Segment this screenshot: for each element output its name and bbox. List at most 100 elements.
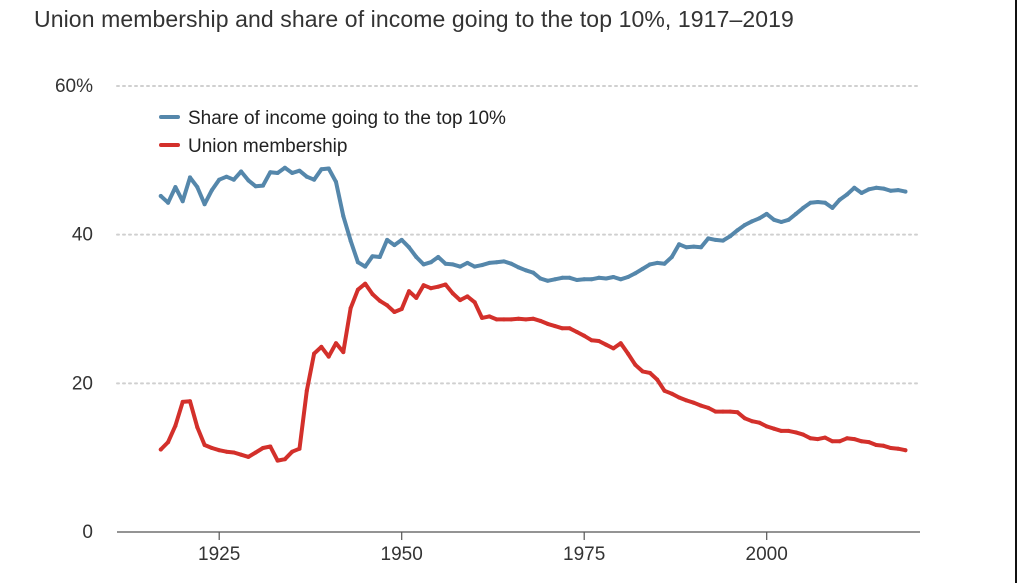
data-point (297, 446, 302, 451)
data-point (501, 317, 506, 322)
chart-title: Union membership and share of income goi… (34, 6, 794, 32)
data-point (655, 377, 660, 382)
data-point (392, 310, 397, 314)
data-point (815, 200, 820, 204)
data-point (195, 425, 200, 430)
data-point (596, 275, 601, 280)
data-point (480, 263, 484, 268)
data-point (903, 448, 908, 453)
data-point (443, 261, 448, 266)
data-point (407, 245, 411, 250)
data-point (896, 188, 901, 193)
data-point (611, 275, 616, 279)
data-point (261, 183, 265, 188)
data-point (180, 199, 185, 204)
data-point (611, 346, 616, 351)
data-point (808, 200, 813, 205)
data-point (290, 171, 295, 175)
data-point (355, 260, 360, 265)
data-point (772, 426, 776, 431)
data-point (567, 326, 572, 331)
y-tick-label: 60% (55, 76, 93, 97)
data-point (231, 450, 236, 455)
data-point (523, 268, 528, 273)
data-point (334, 341, 338, 346)
data-point (779, 220, 784, 224)
data-point (443, 282, 448, 287)
data-point (158, 194, 163, 198)
data-point (377, 298, 382, 303)
data-point (626, 275, 630, 279)
data-point (647, 262, 652, 267)
data-point (465, 260, 470, 265)
data-point (290, 449, 295, 454)
data-point (750, 419, 755, 424)
data-point (326, 354, 331, 359)
data-point (465, 294, 470, 299)
data-point (428, 260, 433, 265)
data-point (173, 185, 178, 190)
y-tick-label: 20 (72, 373, 93, 394)
data-point (793, 430, 798, 435)
data-point (859, 191, 864, 195)
data-point (684, 245, 689, 250)
data-point (647, 370, 652, 375)
data-point (494, 317, 499, 322)
data-point (282, 165, 287, 170)
data-point (874, 185, 879, 190)
data-point (501, 259, 506, 264)
data-point (604, 342, 609, 347)
data-point (553, 277, 557, 282)
data-point (217, 177, 222, 182)
data-point (538, 276, 543, 281)
data-point (275, 171, 280, 175)
data-point (866, 440, 871, 445)
data-point (874, 443, 879, 447)
axis-ticks: 0 20 40 60% 1925 1950 1975 2000 (55, 76, 788, 565)
data-point (808, 436, 813, 441)
data-point (815, 437, 820, 442)
data-point (837, 197, 842, 202)
data-point (662, 261, 667, 266)
data-point (239, 169, 244, 174)
data-point (282, 457, 287, 462)
data-point (742, 223, 747, 227)
legend-label: Union membership (188, 136, 347, 157)
data-point (246, 454, 251, 459)
data-point (830, 205, 835, 210)
data-point (399, 307, 404, 311)
data-point (582, 277, 587, 282)
data-point (348, 238, 353, 243)
data-point (553, 324, 557, 329)
x-tick-label: 1925 (198, 544, 240, 565)
data-point (363, 281, 368, 286)
data-point (888, 446, 893, 450)
series-line-top10-income-share (158, 165, 908, 283)
data-point (494, 260, 499, 265)
data-point (881, 443, 886, 448)
data-point (640, 266, 645, 271)
data-point (545, 278, 550, 283)
data-point (779, 428, 784, 433)
legend: Share of income going to the top 10% Unio… (159, 108, 506, 157)
data-point (545, 321, 550, 326)
data-point (574, 330, 579, 334)
data-point (407, 289, 411, 294)
data-point (253, 184, 258, 189)
data-point (173, 423, 178, 428)
data-point (334, 179, 338, 184)
y-tick-label: 40 (72, 225, 93, 246)
data-point (421, 283, 426, 288)
data-point (341, 214, 346, 219)
data-point (436, 284, 441, 289)
data-point (319, 167, 324, 172)
data-point (852, 437, 857, 442)
data-point (706, 236, 711, 241)
data-point (589, 338, 594, 343)
data-point (728, 409, 733, 414)
data-point (472, 264, 477, 269)
data-point (735, 410, 740, 415)
data-point (567, 275, 572, 280)
data-point (523, 317, 528, 322)
data-point (355, 287, 360, 292)
